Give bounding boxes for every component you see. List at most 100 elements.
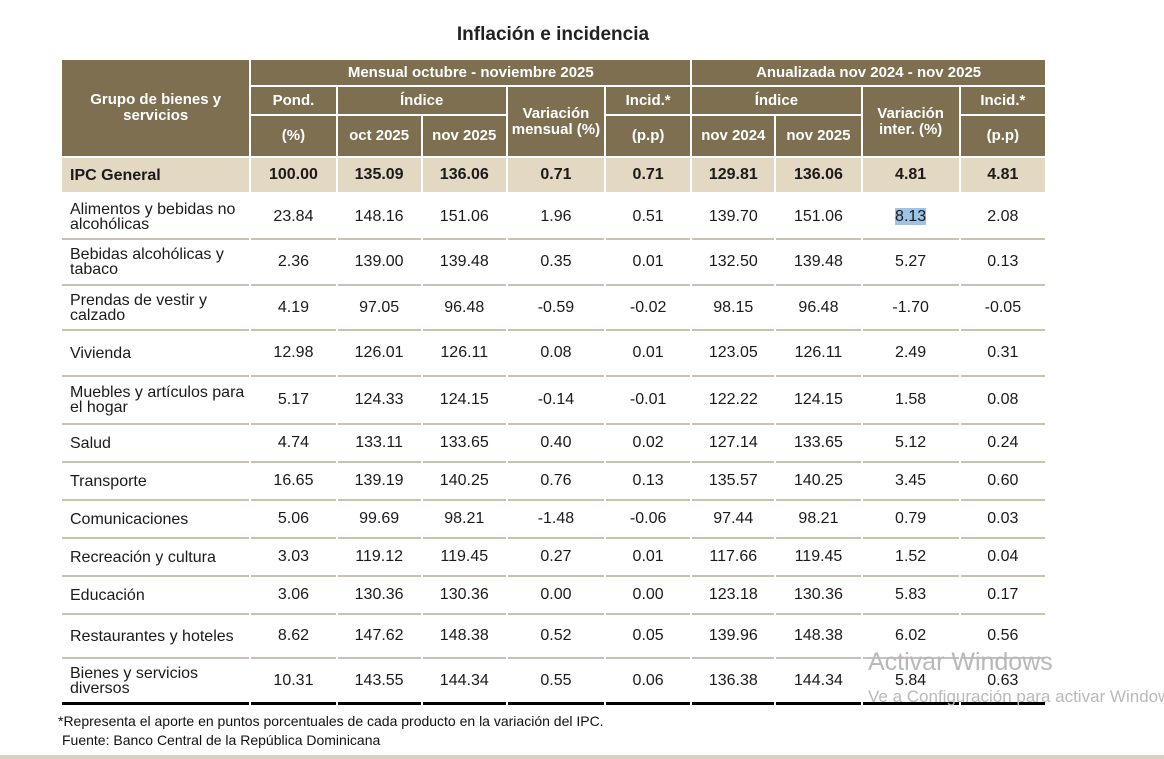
cell-pond: 16.65 [251,463,336,501]
annual-variation-header: Variación inter. (%) [862,87,959,158]
activation-watermark-subtitle: Ve a Configuración para activar Windows. [868,687,1164,706]
cell-pond: 8.62 [251,615,336,659]
cell-var-i: 6.02 [862,615,959,659]
cell-nov25b: 136.06 [776,158,861,196]
cell-nov24: 129.81 [692,158,775,196]
cell-oct25: 135.09 [337,158,421,196]
cell-var-m: -0.14 [507,377,605,425]
cell-inc-i: 0.24 [960,425,1045,463]
cell-pond: 12.98 [251,331,336,377]
cell-nov25b: 96.48 [776,286,861,331]
ipc-general-row: IPC General 100.00 135.09 136.06 0.71 0.71 129… [62,158,1045,196]
cell-var-i: 3.45 [862,463,959,501]
cell-nov25: 139.48 [422,240,506,286]
cell-inc-i: 0.63 [960,659,1045,705]
annual-incid-header: Incid.* [960,87,1045,116]
monthly-incid-header: Incid.* [606,87,691,116]
cell-pond: 3.03 [251,539,336,577]
annual-header: Anualizada nov 2024 - nov 2025 [692,60,1045,87]
table-row: Prendas de vestir y calzado 4.19 97.05 96.4… [62,286,1045,331]
cell-pond: 4.19 [251,286,336,331]
pond-header: Pond. [251,87,336,116]
cell-oct25: 130.36 [337,577,421,615]
cell-var-m: 0.40 [507,425,605,463]
row-name: Vivienda [62,331,250,377]
row-name: Restaurantes y hoteles [62,615,250,659]
cell-nov24: 127.14 [692,425,775,463]
monthly-variation-header: Variación mensual (%) [507,87,605,158]
cell-var-i: -1.70 [862,286,959,331]
annual-index-header: Índice [692,87,861,116]
annual-incid-unit: (p.p) [960,116,1045,158]
cell-var-m: 0.55 [507,659,605,705]
cell-oct25: 143.55 [337,659,421,705]
cell-oct25: 133.11 [337,425,421,463]
cell-inc-i: 0.04 [960,539,1045,577]
cell-nov25b: 144.34 [776,659,861,705]
nov-2024-header: nov 2024 [692,116,775,158]
cell-nov25: 148.38 [422,615,506,659]
cell-var-m: 0.71 [507,158,605,196]
selected-value[interactable]: 8.13 [895,208,927,225]
cell-var-i: 4.81 [862,158,959,196]
cell-nov25: 126.11 [422,331,506,377]
cell-var-m: 1.96 [507,196,605,240]
cell-nov25: 151.06 [422,196,506,240]
cell-inc-m: -0.01 [606,377,691,425]
cell-nov25b: 130.36 [776,577,861,615]
cell-inc-m: -0.02 [606,286,691,331]
row-name: Alimentos y bebidas no alcohólicas [62,196,250,240]
cell-inc-i: 0.56 [960,615,1045,659]
table-row: Transporte 16.65 139.19 140.25 0.76 0.13 135.5… [62,463,1045,501]
cell-pond: 10.31 [251,659,336,705]
cell-var-m: 0.00 [507,577,605,615]
cell-pond: 23.84 [251,196,336,240]
nov-2025-header: nov 2025 [422,116,506,158]
cell-nov25: 119.45 [422,539,506,577]
cell-var-m: 0.35 [507,240,605,286]
cell-nov24: 98.15 [692,286,775,331]
cell-inc-m: 0.02 [606,425,691,463]
row-name: IPC General [62,158,250,196]
monthly-header: Mensual octubre - noviembre 2025 [251,60,691,87]
cell-nov25b: 151.06 [776,196,861,240]
cell-var-i: 8.13 [862,196,959,240]
cell-nov24: 123.05 [692,331,775,377]
cell-nov24: 139.70 [692,196,775,240]
cell-inc-m: 0.01 [606,539,691,577]
cell-oct25: 99.69 [337,501,421,539]
cell-nov25: 133.65 [422,425,506,463]
cell-nov25b: 124.15 [776,377,861,425]
row-name: Transporte [62,463,250,501]
table-row: Vivienda 12.98 126.01 126.11 0.08 0.01 123.05 1… [62,331,1045,377]
cell-inc-i: 2.08 [960,196,1045,240]
footnote: *Representa el aporte en puntos porcentu… [58,713,604,729]
cell-var-i: 1.58 [862,377,959,425]
row-name: Bienes y servicios diversos [62,659,250,705]
cell-nov25b: 98.21 [776,501,861,539]
cell-pond: 4.74 [251,425,336,463]
cell-var-i: 5.27 [862,240,959,286]
cell-inc-i: 0.13 [960,240,1045,286]
cell-inc-m: 0.01 [606,240,691,286]
monthly-incid-unit: (p.p) [606,116,691,158]
cell-oct25: 124.33 [337,377,421,425]
cell-oct25: 126.01 [337,331,421,377]
cell-var-i: 2.49 [862,331,959,377]
cell-inc-m: -0.06 [606,501,691,539]
cell-inc-m: 0.01 [606,331,691,377]
cell-pond: 100.00 [251,158,336,196]
table-row: Bienes y servicios diversos 10.31 143.55 14… [62,659,1045,705]
cell-nov24: 136.38 [692,659,775,705]
cell-pond: 3.06 [251,577,336,615]
cell-var-m: -1.48 [507,501,605,539]
group-header: Grupo de bienes y servicios [62,60,250,158]
source-note: Fuente: Banco Central de la República Do… [62,732,381,748]
cell-nov25: 130.36 [422,577,506,615]
cell-nov24: 139.96 [692,615,775,659]
bottom-divider [0,755,1164,759]
cell-pond: 5.17 [251,377,336,425]
cell-oct25: 147.62 [337,615,421,659]
row-name: Muebles y artículos para el hogar [62,377,250,425]
cell-var-m: -0.59 [507,286,605,331]
